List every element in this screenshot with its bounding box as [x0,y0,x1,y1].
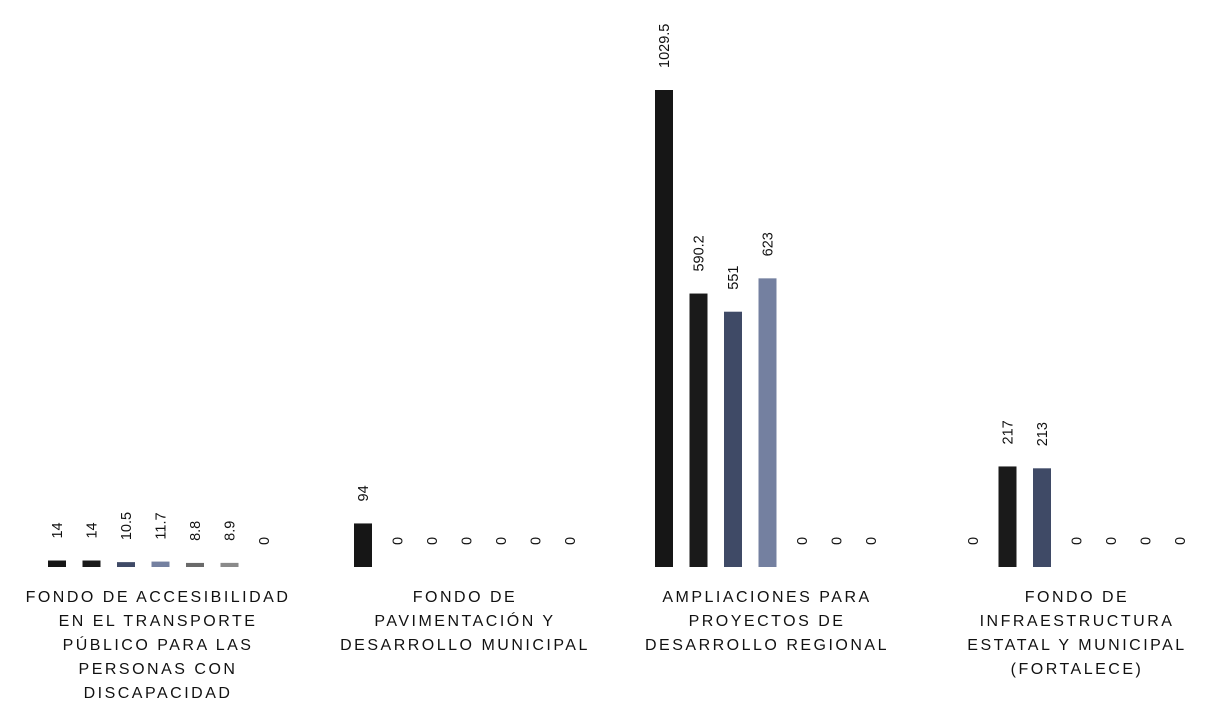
category-label-line: DISCAPACIDAD [84,685,233,702]
bars-group [48,90,1051,567]
bar [186,562,204,567]
bar [1033,468,1051,567]
data-label: 0 [1070,537,1086,545]
bar [220,562,239,567]
category-label-line: PAVIMENTACIÓN Y [374,611,555,630]
data-label: 1029.5 [657,24,673,68]
category-label-line: EN EL TRANSPORTE [59,613,258,630]
data-label: 0 [494,537,510,545]
category-label-line: FONDO DE ACCESIBILIDAD [26,589,291,606]
data-label: 213 [1035,422,1051,446]
data-label: 0 [391,537,407,545]
bar [354,523,372,567]
data-label: 0 [830,537,846,545]
data-label: 0 [795,537,811,545]
data-label: 10.5 [119,512,135,540]
category-label-line: ESTATAL Y MUNICIPAL [967,637,1186,654]
data-labels-group: 14 14 10.5 11.7 8.8 8.9 0 94 0 0 0 0 0 0 1029.5 590.2 55… [50,24,1189,545]
data-label: 11.7 [154,512,170,539]
category-label-line: (FORTALECE) [1011,661,1144,678]
data-label: 0 [425,537,441,545]
category-label-line: AMPLIACIONES PARA [662,589,871,606]
bar [689,293,708,567]
bar [82,560,101,567]
category-label-line: PROYECTOS DE [689,613,846,630]
bar [151,561,170,567]
bar [724,311,742,567]
data-label: 0 [864,537,880,545]
bar [758,278,777,567]
category-label-line: PÚBLICO PARA LAS [63,635,254,654]
category-labels-group: FONDO DE ACCESIBILIDAD EN EL TRANSPORTE PÚ… [26,589,1186,702]
category-label-line: INFRAESTRUCTURA [980,613,1175,630]
data-label: 590.2 [692,235,708,271]
data-label: 8.9 [223,521,239,541]
data-label: 14 [85,522,101,538]
data-label: 0 [529,537,545,545]
data-label: 217 [1001,420,1017,444]
bar [998,466,1017,567]
data-label: 0 [1104,537,1120,545]
data-label: 623 [761,232,777,256]
data-label: 551 [726,266,742,290]
data-label: 94 [356,485,372,501]
bar [48,560,66,567]
data-label: 0 [966,537,982,545]
bar [117,562,135,567]
category-label-line: DESARROLLO REGIONAL [645,637,889,654]
category-label-line: DESARROLLO MUNICIPAL [340,637,590,654]
category-label-line: FONDO DE [413,589,517,606]
data-label: 0 [563,537,579,545]
data-label: 0 [1173,537,1189,545]
data-label: 0 [1139,537,1155,545]
data-label: 0 [257,537,273,545]
bar [655,90,673,567]
category-label-line: PERSONAS CON [79,661,238,678]
category-label-line: FONDO DE [1025,589,1129,606]
data-label: 0 [460,537,476,545]
data-label: 8.8 [188,521,204,541]
data-label: 14 [50,522,66,538]
